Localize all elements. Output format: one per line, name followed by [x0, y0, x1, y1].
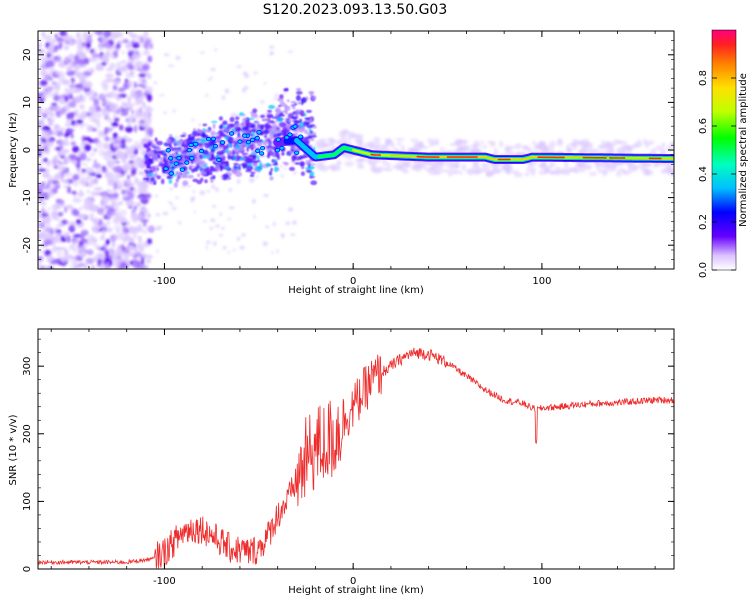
snr-ytick-label: 200: [22, 424, 33, 443]
spectrogram-ylabel: Frequency (Hz): [8, 112, 19, 188]
spectrogram-ytick-label: -10: [22, 189, 33, 205]
colorbar-gradient: [711, 29, 737, 271]
snr-series-line: [38, 347, 674, 569]
colorbar-label: Normalized spectral amplitude: [738, 73, 749, 227]
snr-xtick-label: 0: [350, 576, 356, 587]
colorbar-tick-label: 0.8: [698, 70, 709, 86]
snr-ytick-label: 0: [22, 566, 33, 572]
spectrogram-xtick-label: 100: [532, 276, 551, 287]
colorbar-tick-label: 0.6: [698, 118, 709, 134]
colorbar-tick-label: 0.0: [698, 262, 709, 278]
spectrogram-xtick-label: 0: [350, 276, 356, 287]
spectrogram-ytick-label: 0: [22, 147, 33, 153]
figure-title: S120.2023.093.13.50.G03: [263, 2, 448, 18]
spectrogram-heatmap: [38, 31, 674, 269]
spectrogram-ytick-label: -20: [22, 237, 33, 253]
spectrogram-xlabel: Height of straight line (km): [288, 285, 424, 296]
colorbar-tick-label: 0.4: [698, 166, 709, 182]
snr-ylabel: SNR (10 * v/v): [8, 414, 19, 485]
colorbar-ticks: 0.0 0.2 0.4 0.6 0.8: [698, 70, 736, 278]
snr-axes: -100 0 100 0 100 200 300: [22, 329, 674, 587]
spectrogram-ytick-label: 10: [22, 96, 33, 109]
snr-xtick-label: -100: [153, 576, 176, 587]
snr-xlabel: Height of straight line (km): [288, 585, 424, 596]
snr-ytick-label: 300: [22, 357, 33, 376]
colorbar: 0.0 0.2 0.4 0.6 0.8 Normalized spectral ampl…: [698, 29, 749, 278]
spectrogram-ytick-label: 20: [22, 48, 33, 61]
snr-frame: [37, 328, 675, 570]
colorbar-tick-label: 0.2: [698, 214, 709, 230]
snr-panel: -100 0 100 0 100 200 300 Height of straight li…: [8, 328, 675, 596]
snr-ytick-label: 100: [22, 492, 33, 511]
spectrogram-xtick-label: -100: [153, 276, 176, 287]
snr-xtick-label: 100: [532, 576, 551, 587]
